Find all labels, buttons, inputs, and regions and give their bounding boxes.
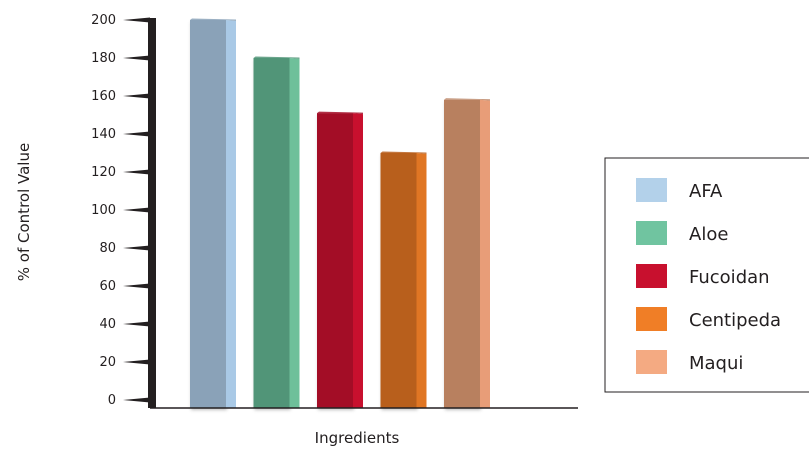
legend: AFA Aloe Fucoidan Centipeda Maqui [604,157,809,393]
y-axis-line [148,18,156,408]
bar [190,20,226,408]
legend-swatch [636,307,667,331]
y-tick [123,93,150,99]
y-tick [123,283,150,289]
y-tick-label: 160 [91,89,116,104]
bar-aloe [253,56,300,408]
bar-maqui [444,98,490,409]
y-tick [123,321,150,327]
y-tick [123,131,150,137]
x-axis-title: Ingredients [315,429,400,447]
legend-label: Maqui [689,353,743,374]
bar [380,153,417,408]
legend-swatch [636,350,667,374]
bar-side [416,153,427,408]
y-tick-label: 80 [99,241,116,256]
legend-swatch [636,221,667,245]
y-tick-label: 20 [99,355,116,370]
y-tick-label: 100 [91,203,116,218]
legend-swatch [636,264,667,288]
legend-label: Centipeda [689,310,781,331]
bar-side [353,113,363,408]
bar-top [380,151,427,154]
bar-top [190,18,236,21]
y-tick [123,397,150,403]
y-tick-label: 120 [91,165,116,180]
y-axis: 0 20 40 60 80 100 120 140 160 180 200 [91,13,156,408]
y-axis-title: % of Control Value [15,143,33,281]
bar [317,113,353,408]
y-tick-label: 60 [99,279,116,294]
bar [253,58,290,408]
bar-top [317,111,363,115]
bar-top [253,56,300,59]
bar-side [289,58,300,408]
y-tick [123,169,150,175]
y-tick [123,359,150,365]
bar-top [444,98,490,101]
y-tick [123,17,150,23]
legend-label: Aloe [689,224,728,245]
y-tick [123,207,150,213]
bar-side [480,99,490,409]
legend-label: Fucoidan [689,267,770,288]
y-tick-label: 200 [91,13,116,28]
bars [190,18,490,409]
y-tick-label: 140 [91,127,116,142]
legend-swatch [636,178,667,202]
bar-centipeda [380,151,427,408]
y-tick-label: 180 [91,51,116,66]
bar-fucoidan [317,111,363,408]
legend-label: AFA [689,181,723,202]
bar-afa [190,18,236,408]
y-tick [123,245,150,251]
bar [444,99,480,409]
y-tick-label: 0 [108,393,116,408]
y-tick [123,55,150,61]
y-tick-label: 40 [99,317,116,332]
bar-side [226,20,236,408]
